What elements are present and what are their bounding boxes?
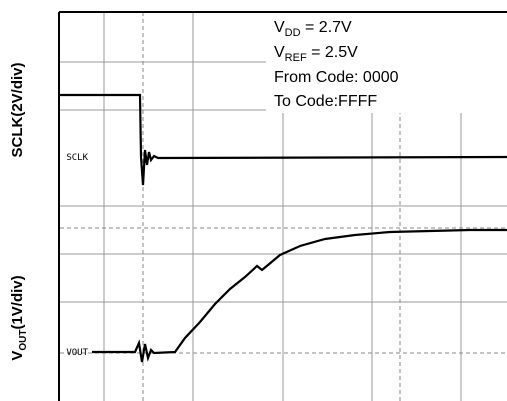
trace-label: VOUT xyxy=(66,348,88,358)
y-axis-label: VOUT(1V/div) xyxy=(9,275,29,360)
trace-label: SCLK xyxy=(66,153,88,163)
annotation: VDD = 2.7V xyxy=(274,19,352,39)
annotation: VREF = 2.5V xyxy=(274,44,358,64)
annotation-box xyxy=(266,13,507,113)
annotation: To Code:FFFF xyxy=(274,93,377,110)
vout-trace xyxy=(92,228,507,363)
annotation-main: V xyxy=(274,44,285,61)
sclk-trace xyxy=(60,93,507,186)
y-axis-label-sub: OUT xyxy=(18,330,29,351)
annotation-main: V xyxy=(274,19,285,36)
y-axis-label-rest: (1V/div) xyxy=(9,275,26,329)
annotation-rest: = 2.7V xyxy=(301,19,352,36)
annotation-sub: REF xyxy=(285,52,307,64)
y-axis-label-main: V xyxy=(9,351,26,361)
annotation-rest: = 2.5V xyxy=(307,44,358,61)
annotation: From Code: 0000 xyxy=(274,69,399,86)
y-axis-label: SCLK(2V/div) xyxy=(9,62,26,157)
annotation-sub: DD xyxy=(285,27,301,39)
